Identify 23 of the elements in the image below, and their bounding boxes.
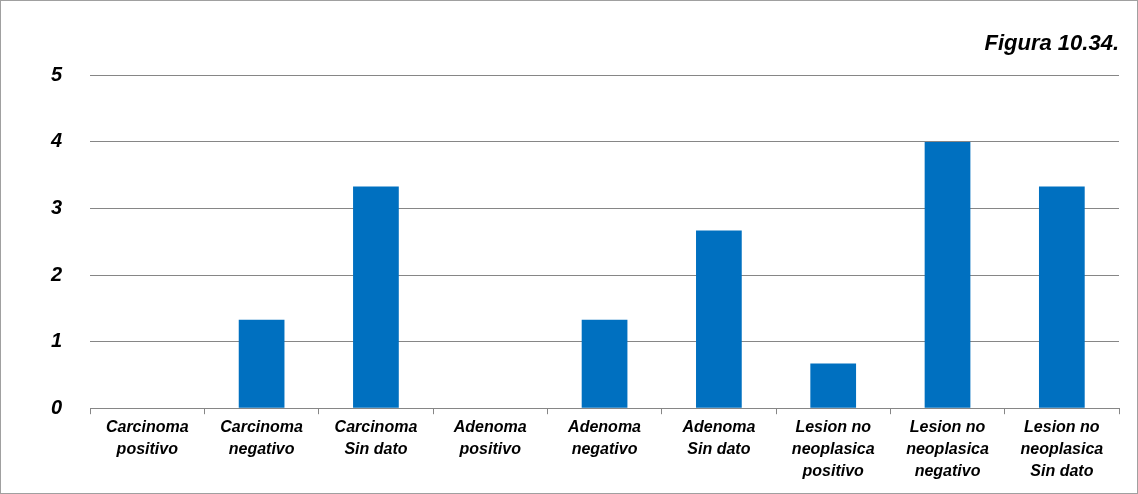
x-tick-label: Adenoma positivo [452, 418, 527, 458]
bar [353, 186, 399, 408]
bar [924, 141, 971, 408]
y-tick-label: 0 [51, 395, 63, 418]
x-tick-label: Carcinoma Sin dato [334, 418, 418, 458]
x-tick-label: Lesion no neoplasica negativo [906, 418, 989, 479]
y-tick-label: 2 [50, 262, 63, 285]
bar [581, 319, 628, 408]
y-tick-label: 3 [51, 196, 63, 219]
x-tick-label: Adenoma negativo [567, 418, 642, 458]
bar [696, 230, 742, 408]
bar [810, 363, 857, 408]
x-tick-label: Lesion no neoplasica Sin dato [1020, 418, 1104, 479]
y-tick-label: 5 [51, 62, 63, 85]
bar [238, 319, 285, 408]
y-tick-label: 4 [50, 129, 63, 152]
chart-title: Figura 10.34. [984, 30, 1119, 56]
x-tick-label: Adenoma Sin dato [681, 418, 756, 458]
bar [1038, 186, 1085, 408]
y-tick-label: 1 [51, 329, 63, 352]
x-tick-label: Lesion no neoplasica positivo [791, 418, 875, 479]
x-tick-label: Carcinoma positivo [105, 418, 189, 458]
x-tick-label: Carcinoma negativo [220, 418, 304, 458]
